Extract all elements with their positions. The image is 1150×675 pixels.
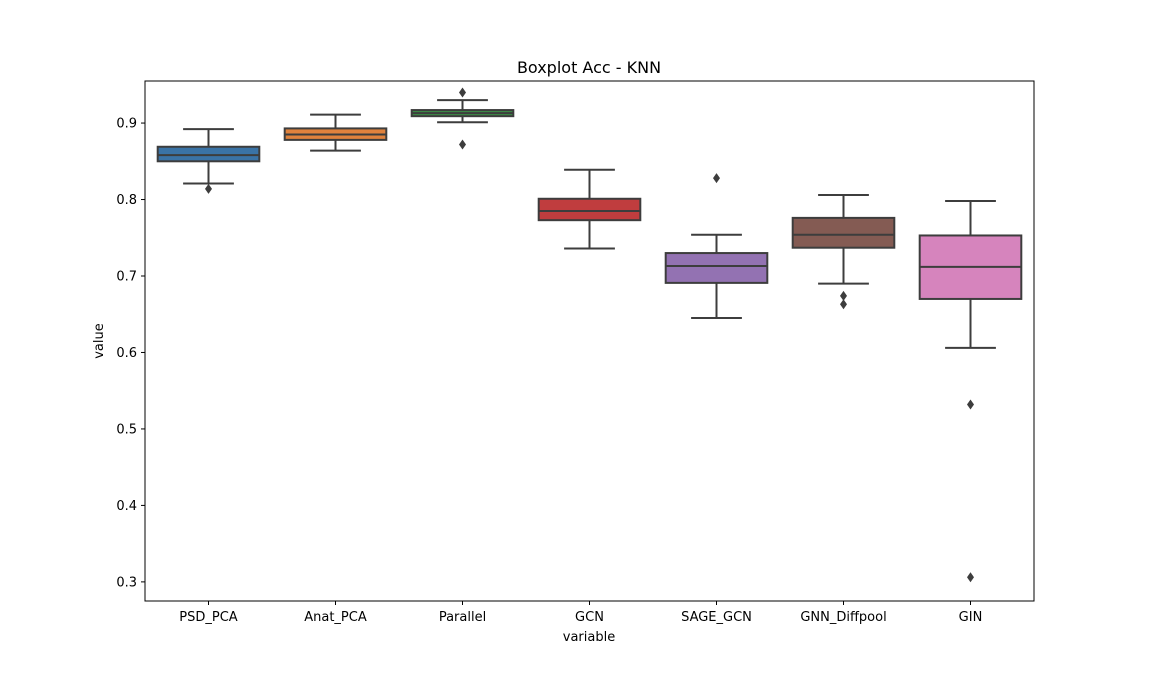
outlier-point <box>967 399 974 410</box>
y-tick-label: 0.8 <box>116 193 137 208</box>
plot-area: 0.3 0.4 0.5 0.6 0.7 0.8 0.9 PSD_PCA Anat_PCA Para… <box>116 80 1035 625</box>
y-tick-label: 0.4 <box>116 499 137 514</box>
x-tick-label: GIN <box>959 610 983 625</box>
box-sage_gcn <box>664 252 769 284</box>
box-gnn_diffpool <box>791 216 896 249</box>
x-tick-label: PSD_PCA <box>179 610 238 625</box>
x-tick-label: Parallel <box>439 610 486 625</box>
outlier-point <box>459 139 466 150</box>
outlier-point <box>967 572 974 583</box>
x-axis-label: variable <box>563 630 615 645</box>
x-tick-label: SAGE_GCN <box>681 610 752 625</box>
y-tick-label: 0.7 <box>116 270 137 285</box>
outlier-point <box>713 173 720 184</box>
y-tick-label: 0.9 <box>116 117 137 132</box>
chart-title: Boxplot Acc - KNN <box>517 58 661 77</box>
x-tick-label: Anat_PCA <box>304 610 367 625</box>
outlier-point <box>205 183 212 194</box>
y-tick-label: 0.6 <box>116 346 137 361</box>
outlier-point <box>840 290 847 301</box>
y-tick-label: 0.5 <box>116 422 137 437</box>
y-tick-label: 0.3 <box>116 575 137 590</box>
outlier-point <box>840 299 847 310</box>
y-axis-label: value <box>92 323 107 359</box>
x-tick-label: GCN <box>575 610 604 625</box>
outlier-point <box>459 87 466 98</box>
box-gcn <box>537 197 642 222</box>
box-psd_pca <box>156 145 261 163</box>
plot-frame <box>144 80 1035 602</box>
x-tick-label: GNN_Diffpool <box>800 610 886 625</box>
